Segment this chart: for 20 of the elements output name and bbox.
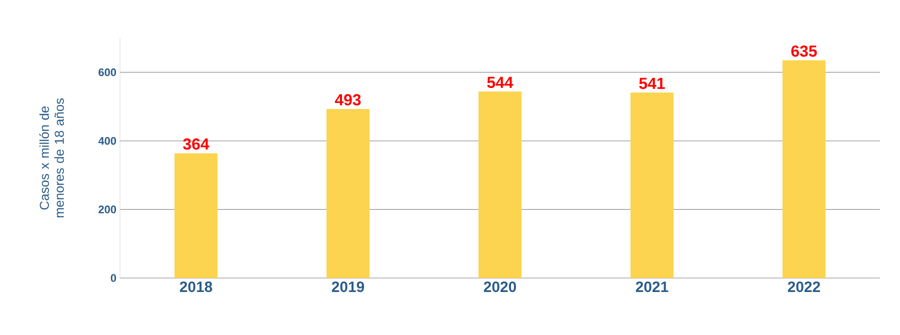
x-tick-label: 2019 [332, 282, 364, 292]
y-tick-label: 600 [98, 68, 116, 76]
bar [782, 60, 826, 278]
data-label: 364 [183, 138, 210, 150]
x-tick-label: 2022 [788, 282, 820, 292]
y-tick-label: 400 [98, 136, 116, 145]
y-axis-title: Casos x millón de menores de 18 años [39, 98, 64, 218]
x-tick-label: 2018 [180, 282, 212, 292]
bar [326, 108, 370, 278]
data-label: 541 [639, 78, 665, 89]
y-tick-label: 200 [98, 206, 116, 214]
bar [630, 92, 674, 278]
x-tick-label: 2020 [484, 282, 516, 292]
x-tick-label: 2021 [636, 282, 668, 292]
bar [478, 91, 522, 278]
bar [174, 153, 218, 278]
data-label: 493 [334, 94, 361, 106]
data-label: 544 [487, 76, 514, 88]
y-tick-label: 0 [110, 274, 116, 282]
data-label: 635 [791, 45, 817, 57]
